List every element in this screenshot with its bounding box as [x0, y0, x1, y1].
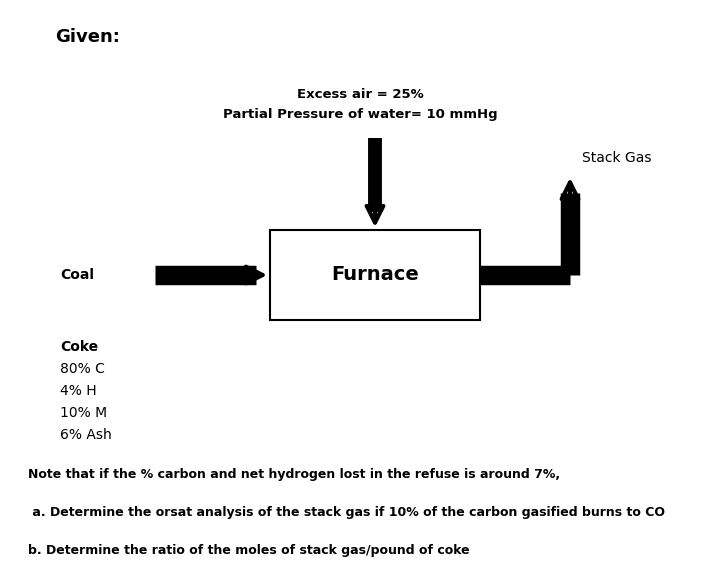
- Text: 80% C: 80% C: [60, 362, 105, 376]
- Text: Furnace: Furnace: [331, 266, 419, 284]
- Text: 4% H: 4% H: [60, 384, 96, 398]
- Text: Stack Gas: Stack Gas: [582, 151, 651, 165]
- Text: Excess air = 25%: Excess air = 25%: [296, 88, 423, 101]
- Text: Partial Pressure of water= 10 mmHg: Partial Pressure of water= 10 mmHg: [223, 108, 498, 121]
- Bar: [270, 230, 480, 320]
- Text: Coal: Coal: [60, 268, 94, 282]
- Text: Note that if the % carbon and net hydrogen lost in the refuse is around 7%,: Note that if the % carbon and net hydrog…: [28, 468, 560, 481]
- Text: Coke: Coke: [60, 340, 98, 354]
- Text: a. Determine the orsat analysis of the stack gas if 10% of the carbon gasified b: a. Determine the orsat analysis of the s…: [28, 506, 665, 519]
- Text: b. Determine the ratio of the moles of stack gas/pound of coke: b. Determine the ratio of the moles of s…: [28, 544, 470, 557]
- Text: 10% M: 10% M: [60, 406, 107, 420]
- Text: Given:: Given:: [55, 28, 120, 46]
- Text: 6% Ash: 6% Ash: [60, 428, 112, 442]
